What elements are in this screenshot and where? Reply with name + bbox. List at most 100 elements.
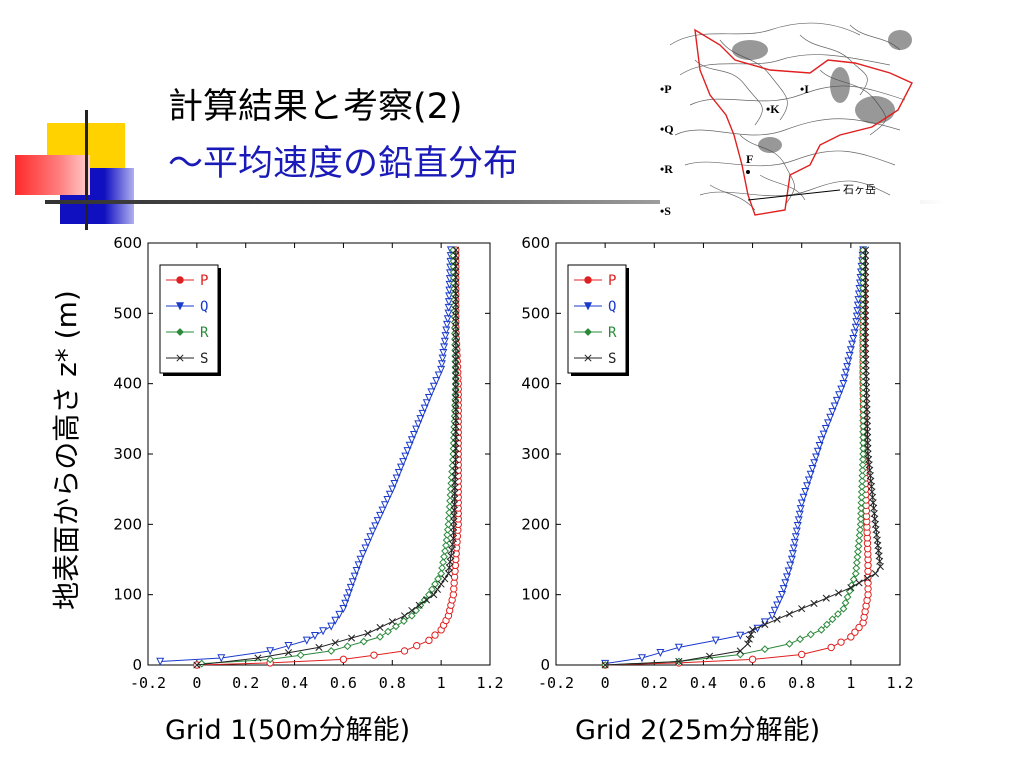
- data-point-p: [855, 623, 863, 632]
- data-point-q: [348, 578, 357, 587]
- data-point-s: [863, 400, 871, 408]
- data-point-q: [789, 544, 798, 553]
- data-point-q: [414, 420, 423, 429]
- data-point-s: [862, 367, 870, 375]
- data-point-s: [193, 661, 201, 669]
- x-tick-label: 0.4: [690, 674, 717, 692]
- data-point-r: [859, 444, 868, 453]
- data-point-p: [425, 636, 433, 645]
- data-point-r: [447, 479, 456, 488]
- data-point-q: [422, 399, 431, 408]
- data-point-s: [862, 339, 870, 347]
- data-point-s: [408, 606, 416, 615]
- data-point-s: [862, 273, 870, 281]
- data-point-p: [748, 655, 757, 664]
- series-q: [156, 246, 455, 666]
- data-point-q: [412, 425, 421, 434]
- map-label-p: •P: [660, 82, 672, 96]
- data-point-s: [864, 450, 872, 458]
- data-point-s: [452, 284, 460, 292]
- data-point-r: [859, 455, 867, 464]
- x-tick-label: 0.6: [739, 674, 766, 692]
- data-point-r: [443, 530, 452, 539]
- data-point-s: [452, 450, 460, 458]
- data-point-q: [823, 419, 833, 428]
- data-point-s: [747, 630, 755, 639]
- data-point-q: [782, 573, 791, 582]
- data-point-q: [418, 409, 427, 418]
- legend-label-q: Q: [608, 299, 616, 315]
- data-point-s: [798, 605, 806, 613]
- data-point-s: [452, 251, 460, 260]
- data-point-q: [399, 458, 408, 467]
- data-point-r: [858, 477, 867, 485]
- data-point-q: [821, 424, 830, 433]
- data-point-s: [862, 257, 870, 265]
- data-point-s: [400, 612, 409, 620]
- data-point-r: [859, 450, 868, 458]
- data-point-r: [785, 639, 794, 648]
- data-point-r: [859, 416, 868, 425]
- legend-marker-p: [584, 276, 592, 284]
- data-point-q: [310, 631, 319, 641]
- data-point-q: [849, 334, 858, 343]
- data-point-r: [852, 558, 861, 567]
- data-point-r: [841, 598, 850, 607]
- data-point-s: [452, 344, 460, 353]
- grid1-caption: Grid 1(50m分解能): [165, 715, 411, 746]
- x-tick-label: 0.4: [281, 674, 308, 692]
- data-point-q: [832, 396, 841, 405]
- data-point-r: [440, 552, 448, 561]
- data-point-s: [863, 406, 871, 414]
- deco-vertical-line: [85, 110, 88, 230]
- data-point-r: [859, 427, 868, 436]
- x-tick-label: 0: [601, 674, 610, 692]
- data-point-r: [343, 642, 352, 651]
- data-point-q: [797, 499, 806, 508]
- x-tick-label: 0.2: [232, 674, 259, 692]
- data-point-q: [385, 490, 394, 499]
- data-point-q: [788, 550, 797, 559]
- data-point-q: [787, 555, 796, 564]
- data-point-q: [770, 606, 779, 615]
- data-point-r: [849, 575, 858, 584]
- data-point-s: [452, 328, 460, 336]
- data-point-s: [862, 251, 870, 260]
- data-point-q: [429, 382, 438, 391]
- data-point-r: [442, 541, 450, 550]
- x-tick-label: 1.2: [476, 674, 503, 692]
- data-point-s: [862, 383, 871, 391]
- data-point-r: [384, 627, 392, 636]
- y-tick-label: 500: [521, 304, 550, 322]
- data-point-q: [803, 482, 812, 491]
- data-point-r: [266, 655, 275, 664]
- data-point-p: [798, 650, 806, 659]
- data-point-q: [356, 555, 365, 564]
- data-point-r: [858, 460, 867, 469]
- data-point-q: [813, 447, 822, 456]
- data-point-s: [452, 356, 460, 364]
- deco-red-square: [15, 155, 90, 195]
- legend-label-s: S: [608, 351, 616, 367]
- x-tick-label: 1: [846, 674, 855, 692]
- data-point-s: [452, 361, 460, 369]
- data-point-s: [448, 546, 456, 554]
- data-point-s: [450, 512, 458, 520]
- data-point-q: [358, 550, 367, 559]
- data-point-s: [446, 558, 454, 566]
- data-point-s: [871, 570, 879, 578]
- x-tick-label: 1.2: [886, 674, 913, 692]
- legend-label-p: P: [608, 273, 616, 289]
- data-point-s: [452, 350, 460, 358]
- data-point-p: [431, 631, 439, 639]
- data-point-q: [368, 527, 377, 536]
- data-point-q: [812, 453, 821, 462]
- data-point-q: [361, 544, 370, 553]
- data-point-q: [407, 436, 416, 445]
- data-point-q: [844, 357, 853, 366]
- data-point-q: [392, 474, 401, 483]
- data-point-s: [452, 367, 460, 375]
- data-point-s: [441, 575, 449, 583]
- legend-box: [159, 264, 219, 374]
